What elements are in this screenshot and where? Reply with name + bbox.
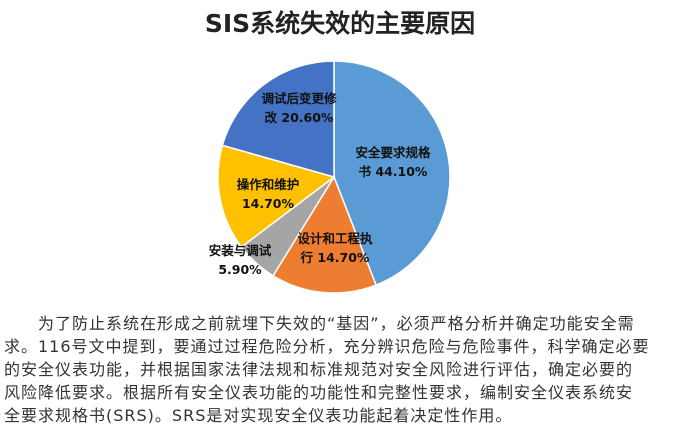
slice-label: 书 44.10% — [359, 164, 428, 179]
slice-label: 行 14.70% — [300, 250, 370, 265]
pie-slice — [217, 144, 336, 248]
paragraph-line: 风险降低要求。根据所有安全仪表功能的功能性和完整性要求，编制安全仪表系统安 — [4, 383, 634, 402]
paragraph-line: 全要求规格书(SRS)。SRS是对实现安全仪表功能起着决定性作用。 — [4, 406, 513, 425]
slice-label: 操作和维护 — [237, 177, 300, 192]
slice-label: 调试后变更修 — [261, 91, 337, 106]
body-paragraph: 为了防止系统在形成之前就埋下失效的“基因”，必须严格分析并确定功能安全需 求。1… — [4, 312, 680, 427]
slice-label: 5.90% — [218, 262, 262, 277]
chart-title: SIS系统失效的主要原因 — [205, 9, 475, 38]
slice-label: 设计和工程执 — [297, 231, 373, 246]
paragraph-line: 求。116号文中提到，要通过过程危险分析，充分辨识危险与危险事件，科学确定必要 — [4, 337, 650, 356]
paragraph-line: 为了防止系统在形成之前就埋下失效的“基因”，必须严格分析并确定功能安全需 — [4, 314, 635, 333]
pie-slice — [333, 60, 451, 287]
pie-slice — [221, 60, 335, 178]
paragraph-line: 的安全仪表功能，并根据国家法律法规和标准规范对安全风险进行评估，确定必要的 — [4, 360, 634, 379]
slice-label: 安装与调试 — [209, 243, 272, 258]
slice-label: 改 20.60% — [265, 110, 334, 125]
slice-label: 安全要求规格 — [355, 145, 431, 160]
slice-label: 14.70% — [242, 196, 295, 211]
pie-slice — [272, 175, 377, 294]
